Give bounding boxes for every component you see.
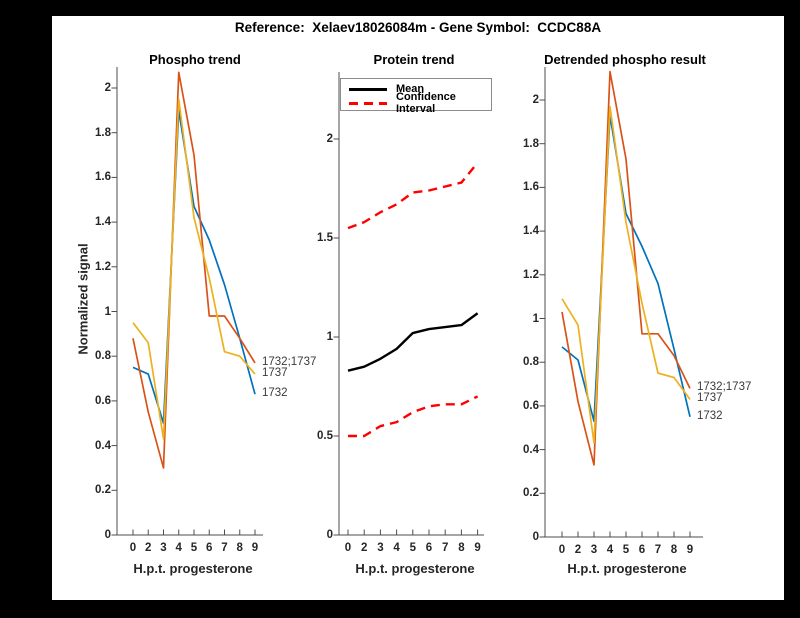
y-tick-label: 0.4 — [95, 439, 111, 452]
y-tick-label: 1.2 — [95, 260, 111, 273]
figure-title: Reference: Xelaev18026084m - Gene Symbol… — [234, 20, 602, 35]
subplot-title-phospho-trend: Phospho trend — [149, 52, 241, 67]
x-tick-label: 0 — [344, 542, 352, 554]
y-tick-label: 2 — [104, 82, 111, 94]
y-tick-label: 2 — [326, 133, 333, 145]
series-line-1732-1737 — [561, 70, 691, 466]
y-tick-label: 0.4 — [523, 443, 539, 456]
axis-lines — [338, 72, 484, 536]
x-tick-label: 2 — [145, 542, 152, 554]
x-tick-label: 4 — [393, 542, 400, 554]
series-line-1732 — [561, 114, 691, 423]
y-tick-label: 1 — [532, 312, 539, 325]
subplot-title-protein-trend: Protein trend — [373, 52, 455, 67]
y-tick-label: 1.4 — [95, 216, 111, 229]
legend-box: Mean Confidence Interval — [340, 78, 492, 115]
y-tick-label: 0.2 — [523, 487, 539, 500]
x-tick-label: 8 — [670, 544, 678, 556]
matlab-figure-canvas: Reference: Xelaev18026084m - Gene Symbol… — [52, 16, 784, 600]
y-tick-label: 1 — [104, 305, 111, 318]
legend-line-sample-confidence-interval — [349, 101, 387, 105]
y-tick-label: 0.6 — [523, 399, 539, 412]
y-tick-label: 1.6 — [95, 171, 111, 184]
y-tick-label: 1.4 — [523, 225, 539, 238]
x-tick-label: 3 — [377, 542, 384, 554]
x-tick-label: 7 — [221, 542, 228, 554]
y-tick-label: 0 — [326, 529, 333, 541]
x-axis-label-2: H.p.t. progesterone — [355, 561, 475, 576]
line-end-label: 1732;1737 — [262, 355, 317, 368]
x-tick-label: 7 — [654, 544, 662, 556]
legend-line-sample-mean — [349, 87, 387, 91]
legend-row-mean: Mean — [349, 82, 491, 96]
x-tick-label: 8 — [458, 542, 465, 554]
y-tick-label: 0.8 — [523, 356, 539, 369]
x-tick-label: 0 — [129, 542, 137, 554]
x-tick-label: 3 — [160, 542, 167, 554]
x-tick-label: 6 — [206, 542, 213, 554]
series-line-mean — [347, 312, 479, 372]
line-end-label: 1737 — [262, 367, 288, 380]
line-end-label: 1732;1737 — [697, 381, 752, 394]
x-tick-label: 5 — [409, 542, 416, 554]
legend-label-mean: Mean — [396, 83, 425, 95]
x-tick-label: 5 — [190, 542, 198, 554]
x-tick-label: 5 — [622, 544, 630, 556]
line-end-label: 1732 — [697, 409, 723, 422]
series-line-1737 — [561, 105, 691, 444]
y-tick-label: 0 — [532, 531, 539, 543]
series-line-confidence-interval-upper- — [347, 162, 479, 230]
series-line-1732 — [132, 109, 256, 425]
y-tick-label: 0.5 — [317, 430, 333, 442]
x-tick-label: 4 — [606, 544, 614, 556]
x-axis-label-1: H.p.t. progesterone — [133, 561, 253, 576]
subplot-title-detrended-phospho: Detrended phospho result — [544, 52, 706, 67]
x-tick-label: 0 — [558, 544, 566, 556]
x-tick-label: 8 — [236, 542, 243, 554]
x-tick-label: 2 — [360, 542, 368, 554]
x-tick-label: 7 — [441, 542, 449, 554]
plots-svg — [111, 67, 703, 538]
y-tick-label: 1.5 — [317, 232, 333, 244]
line-end-label: 1737 — [697, 392, 723, 405]
y-tick-label: 0.2 — [95, 484, 111, 497]
x-tick-label: 9 — [686, 544, 694, 556]
y-tick-label: 1.8 — [523, 137, 539, 150]
y-tick-label: 1.2 — [523, 268, 539, 281]
x-tick-label: 9 — [474, 542, 481, 554]
y-tick-label: 0.8 — [95, 350, 111, 363]
series-line-1737 — [132, 98, 256, 440]
x-tick-label: 6 — [425, 542, 433, 554]
line-end-label: 1732 — [262, 387, 288, 400]
legend-row-confidence-interval: Confidence Interval — [349, 91, 491, 115]
series-line-confidence-interval-lower- — [348, 395, 479, 438]
y-tick-label: 0.6 — [95, 394, 111, 407]
y-tick-label: 1 — [326, 331, 333, 343]
x-tick-label: 2 — [574, 544, 582, 556]
y-tick-label: 1.6 — [523, 181, 539, 194]
y-tick-label: 2 — [532, 94, 539, 106]
y-tick-label: 0 — [104, 529, 111, 541]
x-tick-label: 4 — [175, 542, 182, 554]
x-axis-label-3: H.p.t. progesterone — [567, 561, 687, 576]
y-tick-label: 1.8 — [95, 126, 111, 139]
legend-label-confidence-interval: Confidence Interval — [396, 91, 456, 115]
series-line-1732-1737 — [132, 71, 256, 469]
axis-lines — [544, 67, 703, 538]
x-tick-label: 9 — [251, 542, 259, 554]
x-tick-label: 3 — [590, 544, 598, 556]
x-tick-label: 6 — [638, 544, 646, 556]
